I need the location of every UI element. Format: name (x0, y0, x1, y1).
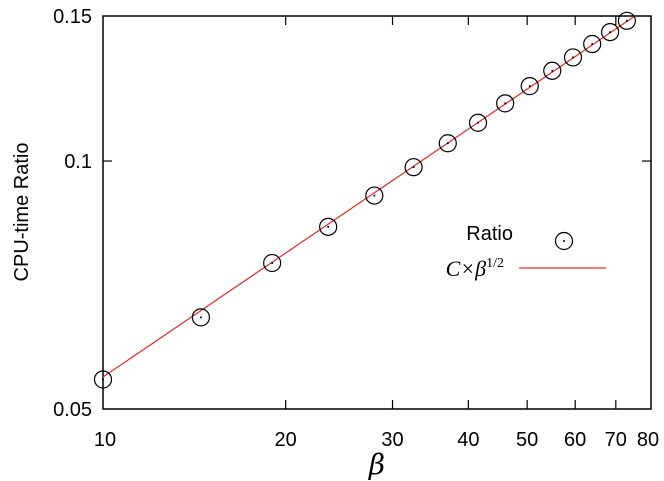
data-point-ring (617, 11, 636, 30)
x-tick-label: 60 (564, 429, 586, 451)
data-point-center (102, 378, 104, 381)
data-point (583, 34, 602, 54)
data-point (563, 48, 583, 67)
data-point-center (477, 121, 480, 124)
legend-label-fit-exponent: 1/2 (486, 256, 504, 271)
data-point (617, 11, 636, 30)
data-point (520, 77, 539, 96)
data-point-center (528, 85, 531, 88)
data-point-ring (468, 113, 488, 132)
data-point-ring (563, 48, 583, 67)
data-point (191, 308, 211, 327)
data-point (93, 370, 113, 389)
legend: Ratio C×β1/2 (446, 223, 606, 281)
data-point-ring (191, 308, 211, 327)
axis-ticks-layer (103, 16, 651, 409)
data-point-center (199, 316, 202, 319)
tick-labels: 10 20 30 40 50 60 70 80 0.05 0.1 0.15 (53, 6, 659, 451)
x-tick-label: 10 (94, 429, 116, 451)
legend-marker-ratio-center (563, 240, 565, 242)
x-tick-label: 20 (275, 429, 297, 451)
data-point-center (373, 194, 376, 197)
data-point-ring (496, 94, 515, 113)
data-point-center (591, 43, 594, 46)
legend-marker-ratio (554, 231, 574, 251)
data-point (365, 186, 384, 205)
x-tick-label: 30 (381, 429, 403, 451)
data-point-ring (601, 22, 620, 42)
data-point (496, 94, 515, 113)
data-point-center (571, 56, 574, 59)
data-point (543, 61, 562, 80)
data-point-center (446, 142, 449, 145)
x-tick-label: 80 (637, 429, 659, 451)
data-point-center (271, 262, 274, 265)
data-point-ring (583, 34, 602, 54)
data-point-center (504, 102, 507, 105)
data-point-center (625, 19, 628, 22)
y-tick-label: 0.1 (64, 151, 92, 173)
data-point (263, 253, 282, 273)
data-point-ring (263, 253, 282, 273)
x-tick-label: 70 (605, 429, 627, 451)
y-tick-label: 0.15 (53, 6, 92, 28)
plot-frame (102, 15, 652, 410)
data-point-center (551, 69, 554, 72)
data-point (438, 134, 457, 153)
data-point-center (412, 166, 415, 169)
x-axis-label: β (368, 448, 385, 481)
data-point (468, 113, 488, 132)
data-point-ring (520, 77, 539, 96)
data-point-ring (404, 158, 423, 177)
data-points-layer (93, 11, 636, 389)
legend-label-fit: C×β1/2 (446, 256, 504, 281)
data-point-ring (365, 186, 384, 205)
legend-marker-ratio-slot (554, 231, 574, 251)
data-point (319, 217, 338, 236)
legend-label-fit-base: C×β (446, 256, 487, 281)
data-point-ring (543, 61, 562, 80)
data-point (601, 22, 620, 42)
fit-line-layer (102, 15, 636, 378)
data-point-center (609, 31, 612, 34)
data-point-ring (319, 217, 338, 236)
plot-area (93, 11, 652, 410)
data-point-center (327, 225, 330, 228)
data-point (404, 158, 423, 177)
data-point-ring (93, 370, 113, 389)
legend-label-ratio: Ratio (466, 223, 513, 245)
fit-line (102, 15, 636, 378)
y-axis-label: CPU-time Ratio (11, 143, 33, 282)
data-point-ring (438, 134, 457, 153)
x-tick-label: 50 (516, 429, 538, 451)
x-tick-label: 40 (457, 429, 479, 451)
y-tick-label: 0.05 (53, 399, 92, 421)
